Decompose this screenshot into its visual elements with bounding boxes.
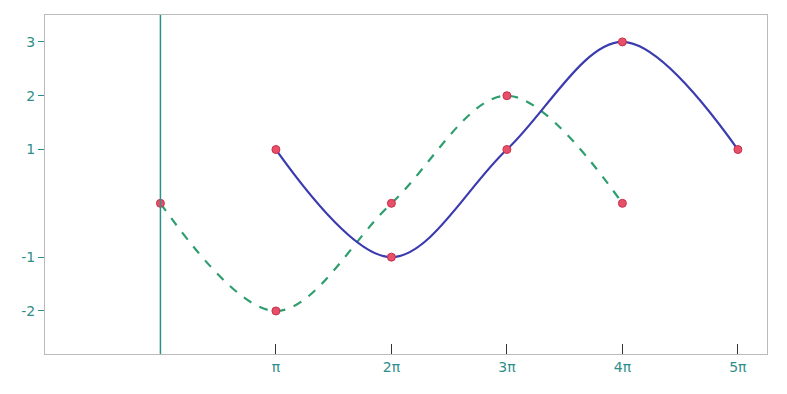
svg-text:3: 3 [26,34,35,50]
svg-text:4π: 4π [614,359,632,375]
svg-text:1: 1 [26,141,35,157]
svg-text:2: 2 [26,88,35,104]
svg-text:3π: 3π [498,359,516,375]
svg-text:-2: -2 [21,303,35,319]
svg-text:-1: -1 [21,249,35,265]
svg-text:2π: 2π [383,359,401,375]
svg-text:5π: 5π [729,359,747,375]
svg-text:π: π [272,359,281,375]
